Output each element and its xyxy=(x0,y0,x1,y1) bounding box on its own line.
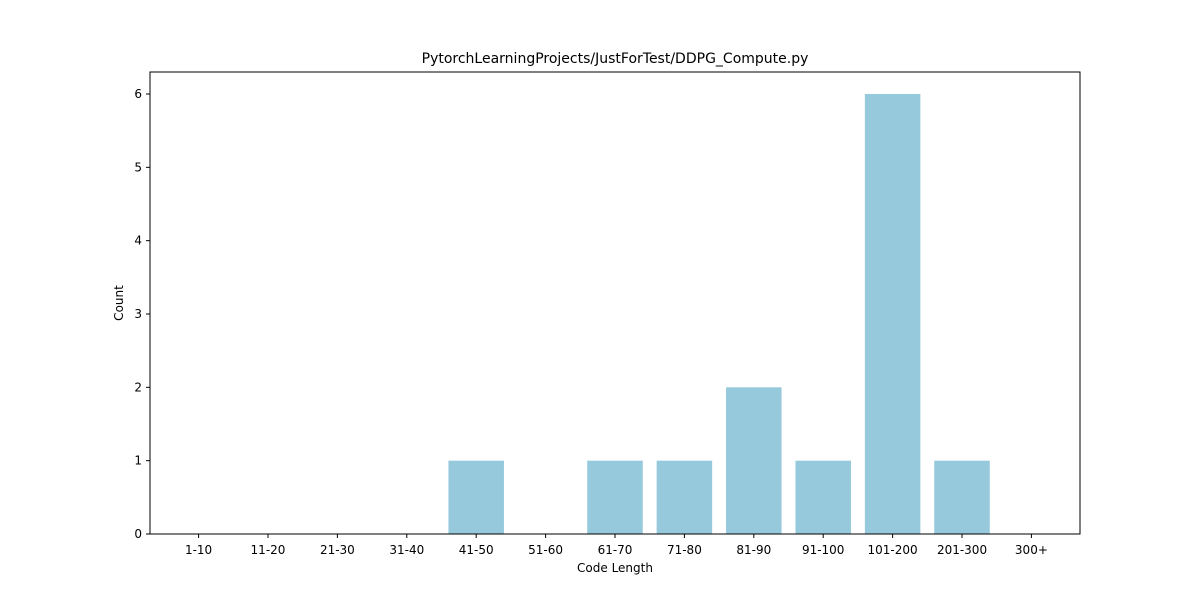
y-tick-label: 0 xyxy=(134,527,142,541)
x-tick-label: 1-10 xyxy=(185,543,212,557)
x-axis-label: Code Length xyxy=(577,561,653,575)
x-tick-label: 71-80 xyxy=(667,543,702,557)
y-tick-label: 3 xyxy=(134,307,142,321)
x-tick-label: 51-60 xyxy=(528,543,563,557)
x-tick-label: 21-30 xyxy=(320,543,355,557)
y-tick-label: 6 xyxy=(134,87,142,101)
chart-title: PytorchLearningProjects/JustForTest/DDPG… xyxy=(422,51,809,67)
y-tick-label: 4 xyxy=(134,234,142,248)
y-axis: 0 1 2 3 4 5 6 xyxy=(134,87,150,541)
y-tick-label: 1 xyxy=(134,454,142,468)
x-axis: 1-10 11-20 21-30 31-40 41-50 51-60 61-70 71-80 8… xyxy=(185,534,1048,557)
x-tick-label: 41-50 xyxy=(459,543,494,557)
y-tick-label: 2 xyxy=(134,380,142,394)
bar xyxy=(795,460,851,534)
y-axis-label: Count xyxy=(112,285,126,321)
x-tick-label: 31-40 xyxy=(389,543,424,557)
x-tick-label: 201-300 xyxy=(937,543,987,557)
y-tick-label: 5 xyxy=(134,160,142,174)
bars-layer xyxy=(448,94,990,534)
x-tick-label: 61-70 xyxy=(598,543,633,557)
x-tick-label: 11-20 xyxy=(251,543,286,557)
x-tick-label: 91-100 xyxy=(802,543,845,557)
bar xyxy=(587,460,643,534)
bar xyxy=(726,387,782,534)
bar xyxy=(864,94,921,534)
bar xyxy=(448,460,504,534)
bar xyxy=(656,460,713,534)
x-tick-label: 81-90 xyxy=(736,543,771,557)
x-tick-label: 101-200 xyxy=(868,543,918,557)
bar xyxy=(934,460,990,534)
x-tick-label: 300+ xyxy=(1015,543,1048,557)
